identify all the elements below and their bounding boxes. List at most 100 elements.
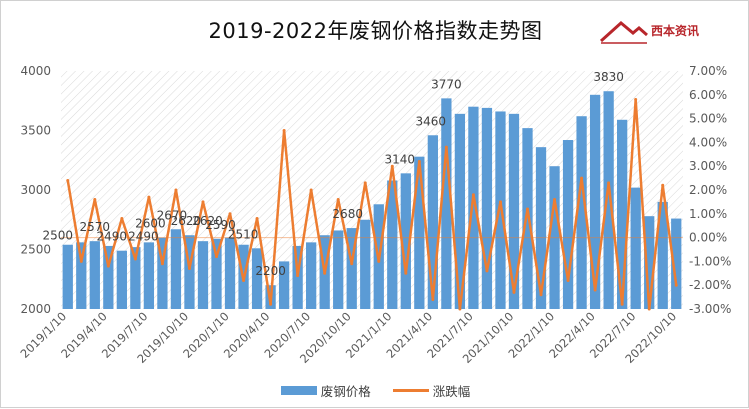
data-label: 2590 bbox=[205, 218, 236, 232]
bar-2019/5/10 bbox=[116, 250, 127, 309]
line-point-2021/3/10 bbox=[417, 159, 421, 163]
line-point-2020/7/10 bbox=[309, 188, 313, 192]
data-label: 2680 bbox=[332, 207, 363, 221]
right-tick-label: 3.00% bbox=[689, 159, 727, 173]
line-point-2022/7/10 bbox=[634, 98, 638, 102]
bar-2021/3/10 bbox=[414, 156, 425, 309]
line-point-2022/10/10 bbox=[674, 283, 678, 287]
bar-2019/1/10 bbox=[62, 244, 73, 309]
bar-2019/4/10 bbox=[103, 245, 114, 309]
bar-2022/4/10 bbox=[589, 94, 601, 309]
right-tick-label: 2.00% bbox=[689, 183, 727, 197]
line-point-2019/3/10 bbox=[93, 198, 97, 202]
bar-2022/5/10 bbox=[603, 91, 614, 309]
right-tick-label: -3.00% bbox=[689, 302, 731, 316]
bar-2020/10/10 bbox=[346, 228, 357, 309]
bar-2022/3/10 bbox=[576, 116, 587, 309]
line-point-2020/1/10 bbox=[228, 212, 232, 216]
data-label: 3830 bbox=[593, 70, 624, 84]
bar-2021/6/10 bbox=[454, 113, 466, 309]
line-point-2019/8/10 bbox=[160, 262, 164, 266]
left-axis: 2000 2500 3000 3500 4000 bbox=[20, 64, 51, 316]
legend-item-line: 涨跌幅 bbox=[392, 381, 471, 400]
line-point-2022/2/10 bbox=[566, 278, 570, 282]
line-series bbox=[66, 98, 678, 311]
bar-2021/11/10 bbox=[522, 128, 533, 309]
line-point-2021/11/10 bbox=[526, 207, 529, 211]
logo-icon bbox=[599, 21, 648, 44]
bar-2021/7/10 bbox=[468, 106, 479, 309]
bar-2019/8/10 bbox=[157, 237, 168, 309]
line-point-2020/6/10 bbox=[296, 274, 300, 278]
line-point-2020/12/10 bbox=[377, 259, 381, 263]
line-point-2020/5/10 bbox=[282, 129, 286, 132]
bar-2020/3/10 bbox=[251, 248, 263, 309]
line-point-2019/12/10 bbox=[215, 255, 218, 259]
bar-2021/1/10 bbox=[387, 180, 398, 309]
line-point-2021/5/10 bbox=[444, 145, 448, 149]
bar-2019/10/10 bbox=[184, 235, 195, 309]
line-point-2022/6/10 bbox=[620, 302, 624, 306]
bar-2021/5/10 bbox=[441, 98, 452, 310]
legend-label-bar: 废钢价格 bbox=[320, 384, 371, 399]
data-label: 2510 bbox=[228, 227, 259, 241]
line-point-2021/10/10 bbox=[512, 290, 516, 294]
line-point-2019/7/10 bbox=[147, 195, 151, 199]
bar-2019/6/10 bbox=[130, 247, 141, 309]
bar-2020/9/10 bbox=[333, 230, 344, 309]
data-label: 3140 bbox=[385, 152, 416, 166]
left-tick-label: 3000 bbox=[20, 183, 51, 197]
data-label: 2570 bbox=[80, 220, 111, 234]
data-label: 2620 bbox=[192, 214, 223, 228]
line-point-2021/2/10 bbox=[404, 271, 408, 275]
bar-2021/10/10 bbox=[508, 113, 520, 309]
line-point-2019/2/10 bbox=[79, 259, 83, 263]
bar-2019/2/10 bbox=[76, 242, 87, 309]
line-point-2021/6/10 bbox=[458, 307, 462, 311]
line-point-2019/4/10 bbox=[106, 264, 110, 268]
line-point-2021/9/10 bbox=[498, 200, 502, 204]
legend-swatch-line bbox=[392, 389, 429, 392]
line-point-2022/9/10 bbox=[661, 183, 665, 187]
line-point-2020/8/10 bbox=[323, 271, 327, 275]
data-label: 2490 bbox=[97, 230, 128, 244]
line-point-2019/1/10 bbox=[66, 178, 70, 182]
line-point-2020/11/10 bbox=[363, 181, 367, 185]
right-tick-label: 1.00% bbox=[689, 207, 727, 221]
legend-item-bar: 废钢价格 bbox=[280, 381, 371, 400]
left-tick-label: 2000 bbox=[20, 302, 51, 316]
bar-2022/7/10 bbox=[630, 187, 641, 309]
line-point-2020/9/10 bbox=[336, 198, 340, 202]
line-point-2020/10/10 bbox=[350, 262, 354, 266]
line-point-2019/9/10 bbox=[174, 188, 178, 192]
chart-title: 2019-2022年废钢价格指数走势图 bbox=[208, 19, 543, 43]
right-tick-label: 6.00% bbox=[689, 88, 727, 102]
bar-2022/10/10 bbox=[671, 218, 682, 309]
data-label: 2200 bbox=[255, 264, 286, 278]
bar-2021/2/10 bbox=[400, 173, 411, 309]
line-point-2022/8/10 bbox=[647, 307, 651, 311]
right-tick-label: 5.00% bbox=[689, 112, 727, 126]
bar-2020/6/10 bbox=[292, 245, 303, 309]
bar-2019/3/10 bbox=[89, 241, 100, 309]
logo-text: 西本资讯 bbox=[651, 24, 700, 38]
right-tick-label: 4.00% bbox=[689, 135, 727, 149]
line-point-2020/2/10 bbox=[242, 278, 246, 282]
x-axis: 2019/1/102019/4/102019/7/102019/10/10202… bbox=[18, 309, 680, 366]
bar-2021/4/10 bbox=[427, 135, 438, 309]
bar-2019/11/10 bbox=[197, 241, 209, 309]
legend-label-line: 涨跌幅 bbox=[432, 384, 471, 399]
line-point-2021/4/10 bbox=[431, 297, 435, 301]
data-label: 2500 bbox=[43, 229, 74, 243]
bar-2020/7/10 bbox=[306, 242, 317, 309]
bar-2020/5/10 bbox=[278, 261, 290, 309]
bar-2021/12/10 bbox=[535, 147, 547, 309]
legend-swatch-bar bbox=[280, 386, 317, 395]
data-label: 3770 bbox=[431, 77, 462, 91]
line-point-2019/11/10 bbox=[201, 200, 205, 204]
bar-2019/12/10 bbox=[211, 238, 222, 309]
line-point-2022/3/10 bbox=[580, 176, 584, 180]
